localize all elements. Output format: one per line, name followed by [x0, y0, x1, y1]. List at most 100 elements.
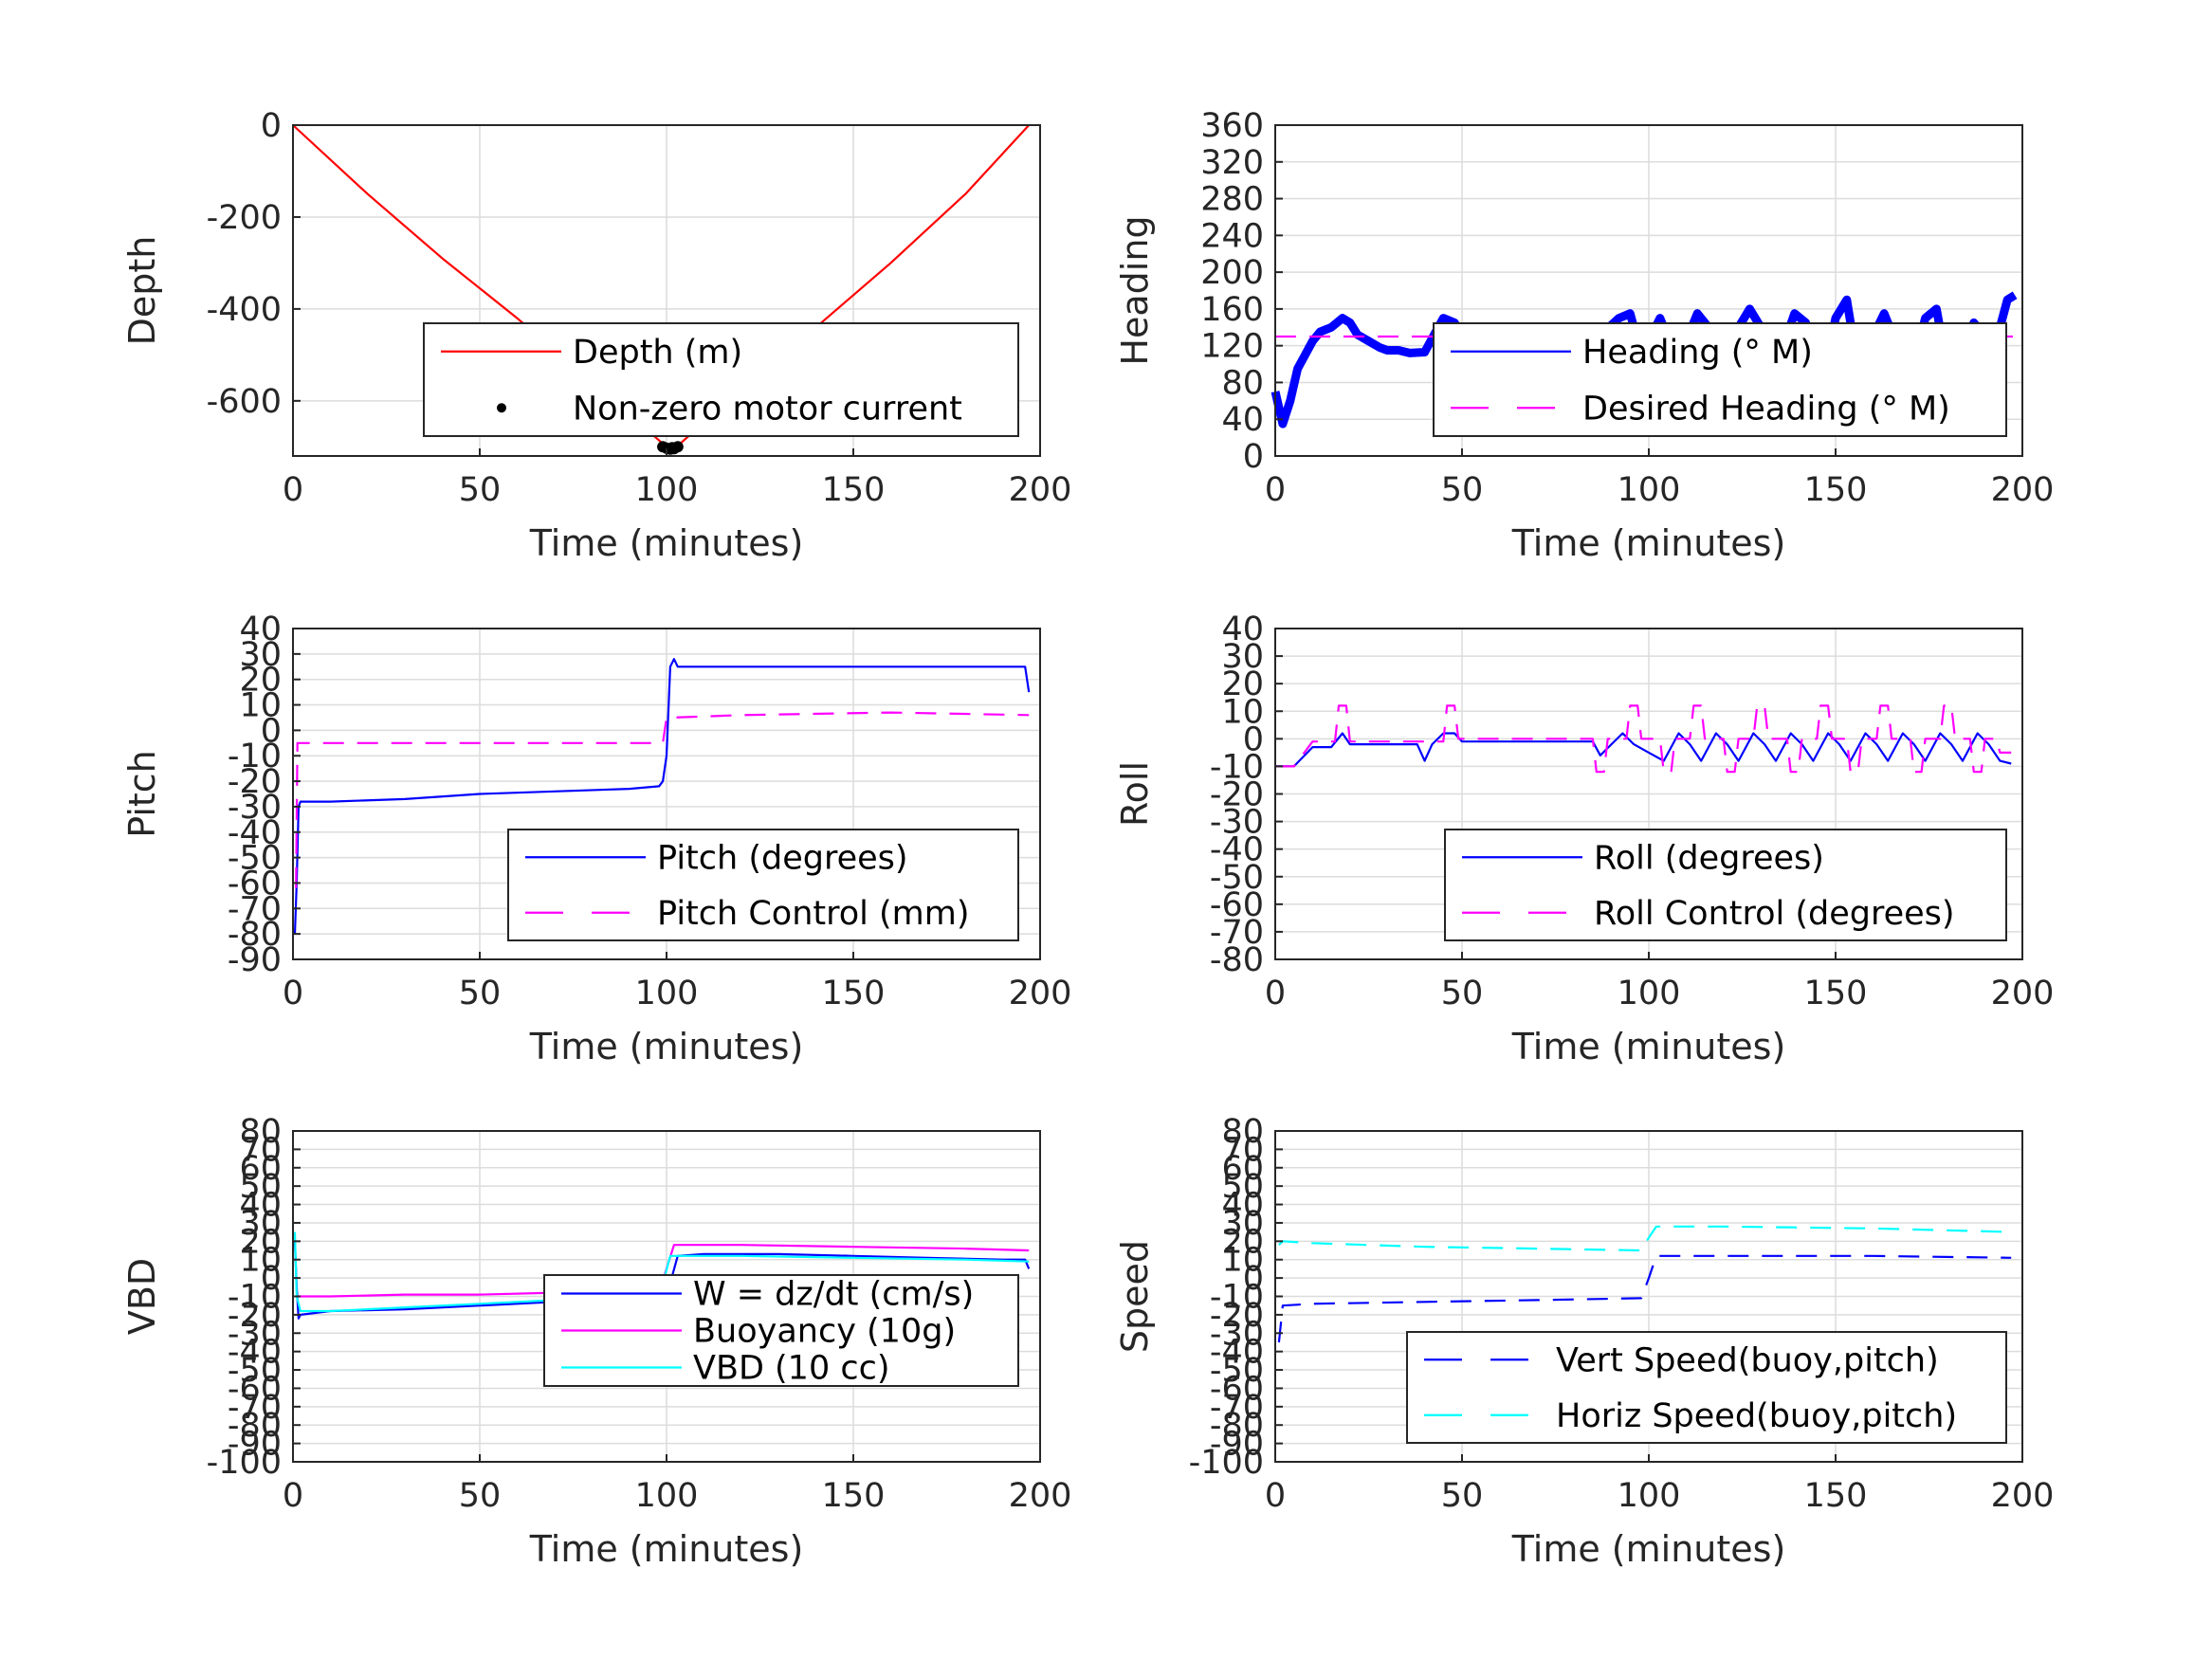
vbd-ytick-label-4: 40 — [239, 1187, 282, 1225]
vbd-ytick-label-1: 70 — [239, 1131, 282, 1169]
speed-ylabel: Speed — [1114, 1240, 1156, 1353]
roll-legend-label-1: Roll Control (degrees) — [1594, 895, 1955, 933]
roll-xlabel: Time (minutes) — [1511, 1026, 1786, 1067]
vbd-legend-label-1: Buoyancy (10g) — [693, 1313, 956, 1351]
depth-ytick-label-2: -400 — [207, 291, 282, 329]
roll-ytick-label-8: -40 — [1210, 831, 1264, 869]
pitch-ytick-label-7: -30 — [228, 789, 282, 827]
speed-ytick-label-15: -70 — [1210, 1389, 1264, 1427]
depth-legend-marker-1 — [497, 403, 506, 413]
heading-legend: Heading (° M) Desired Heading (° M) — [1433, 322, 2007, 437]
speed-ytick-label-9: -10 — [1210, 1279, 1264, 1317]
heading-chart: 0 50 100 150 20004080120160200240280320360Ti… — [1114, 107, 2054, 564]
vbd-legend-label-0: W = dz/dt (cm/s) — [693, 1276, 974, 1314]
pitch-legend-box — [507, 829, 1019, 941]
roll-ytick-label-1: 30 — [1221, 638, 1264, 676]
roll-legend: Roll (degrees) Roll Control (degrees) — [1444, 829, 2007, 941]
vbd-ytick-label-13: -50 — [228, 1352, 282, 1390]
speed-ytick-label-8: 0 — [1243, 1260, 1264, 1298]
speed-series-1-line — [1278, 1225, 2012, 1252]
speed-legend-box — [1406, 1331, 2007, 1444]
heading-xtick-label-2: 100 — [1618, 471, 1681, 509]
depth-xtick-label-3: 150 — [822, 471, 886, 509]
depth-legend-label-0: Depth (m) — [573, 334, 742, 372]
depth-xtick-label-2: 100 — [635, 471, 699, 509]
speed-ytick-label-1: 70 — [1221, 1131, 1264, 1169]
speed-ytick-label-5: 30 — [1221, 1205, 1264, 1243]
roll-xtick-label-3: 150 — [1804, 975, 1868, 1012]
roll-ytick-label-3: 10 — [1221, 693, 1264, 731]
vbd-ytick-label-9: -10 — [228, 1279, 282, 1317]
vbd-chart: 0 50 100 150 20080706050403020100-10-20-30-4… — [121, 1113, 1071, 1570]
vbd-xtick-label-0: 0 — [283, 1477, 303, 1515]
pitch-xlabel: Time (minutes) — [529, 1026, 804, 1067]
heading-ylabel: Heading — [1114, 215, 1156, 365]
heading-ytick-label-9: 360 — [1200, 107, 1264, 145]
pitch-ytick-label-6: -20 — [228, 763, 282, 801]
roll-series-1-line — [1275, 704, 2012, 774]
pitch-ytick-label-2: 20 — [239, 662, 282, 700]
vbd-ytick-label-5: 30 — [239, 1205, 282, 1243]
speed-ytick-label-18: -100 — [1189, 1444, 1264, 1482]
pitch-ylabel: Pitch — [121, 750, 163, 838]
roll-series-0-line — [1275, 732, 2012, 768]
roll-ytick-label-9: -50 — [1210, 859, 1264, 897]
vbd-ytick-label-2: 60 — [239, 1150, 282, 1188]
roll-ytick-label-0: 40 — [1221, 611, 1264, 648]
speed-ytick-label-0: 80 — [1221, 1113, 1264, 1151]
roll-ytick-label-2: 20 — [1221, 665, 1264, 703]
pitch-xtick-label-4: 200 — [1009, 975, 1072, 1012]
heading-ytick-label-0: 0 — [1243, 438, 1264, 476]
heading-ytick-label-3: 120 — [1200, 328, 1264, 366]
pitch-xtick-label-2: 100 — [635, 975, 699, 1012]
heading-legend-box — [1433, 322, 2007, 437]
depth-legend-label-1: Non-zero motor current — [573, 390, 962, 428]
vbd-ytick-label-17: -90 — [228, 1426, 282, 1464]
roll-ytick-label-10: -60 — [1210, 886, 1264, 924]
vbd-xtick-label-4: 200 — [1009, 1477, 1072, 1515]
depth-chart: 0 50 100 150 200 0 -200 -400 -600 Time (minutes) D… — [121, 107, 1071, 564]
speed-xtick-label-1: 50 — [1441, 1477, 1484, 1515]
roll-xtick-label-4: 200 — [1991, 975, 2055, 1012]
speed-ytick-label-6: 20 — [1221, 1223, 1264, 1261]
vbd-ytick-label-11: -30 — [228, 1315, 282, 1353]
speed-ytick-label-7: 10 — [1221, 1242, 1264, 1280]
pitch-ytick-label-1: 30 — [239, 636, 282, 674]
vbd-ytick-label-8: 0 — [261, 1260, 282, 1298]
heading-ytick-label-1: 40 — [1221, 401, 1264, 439]
pitch-xtick-label-3: 150 — [822, 975, 886, 1012]
roll-ytick-label-12: -80 — [1210, 941, 1264, 979]
speed-ytick-label-14: -60 — [1210, 1370, 1264, 1408]
pitch-ytick-label-13: -90 — [228, 941, 282, 979]
pitch-series-0-line — [293, 658, 1031, 935]
roll-ytick-label-6: -20 — [1210, 776, 1264, 814]
speed-ytick-label-10: -20 — [1210, 1297, 1264, 1335]
heading-legend-label-0: Heading (° M) — [1582, 334, 1813, 372]
speed-ytick-label-17: -90 — [1210, 1426, 1264, 1464]
heading-xtick-label-4: 200 — [1991, 471, 2055, 509]
vbd-legend: W = dz/dt (cm/s)Buoyancy (10g)VBD (10 cc… — [543, 1274, 1019, 1388]
pitch-ytick-label-3: 10 — [239, 687, 282, 725]
roll-legend-label-0: Roll (degrees) — [1594, 839, 1824, 877]
roll-legend-box — [1444, 829, 2007, 941]
speed-ytick-label-16: -80 — [1210, 1407, 1264, 1445]
roll-ytick-label-11: -70 — [1210, 914, 1264, 952]
roll-xtick-label-1: 50 — [1441, 975, 1484, 1012]
heading-xtick-label-3: 150 — [1804, 471, 1868, 509]
heading-ytick-label-6: 240 — [1200, 217, 1264, 255]
vbd-ytick-label-7: 10 — [239, 1242, 282, 1280]
speed-legend-label-0: Vert Speed(buoy,pitch) — [1556, 1341, 1939, 1379]
vbd-ytick-label-3: 50 — [239, 1168, 282, 1206]
speed-xtick-label-2: 100 — [1618, 1477, 1681, 1515]
vbd-xtick-label-1: 50 — [459, 1477, 502, 1515]
depth-legend-box — [423, 322, 1019, 437]
vbd-ytick-label-10: -20 — [228, 1297, 282, 1335]
speed-ytick-label-11: -30 — [1210, 1315, 1264, 1353]
depth-xtick-label-4: 200 — [1009, 471, 1072, 509]
heading-ytick-label-4: 160 — [1200, 291, 1264, 329]
pitch-xtick-label-0: 0 — [283, 975, 303, 1012]
speed-ytick-label-12: -40 — [1210, 1334, 1264, 1372]
vbd-ylabel: VBD — [121, 1258, 163, 1335]
pitch-legend-label-0: Pitch (degrees) — [657, 839, 908, 877]
